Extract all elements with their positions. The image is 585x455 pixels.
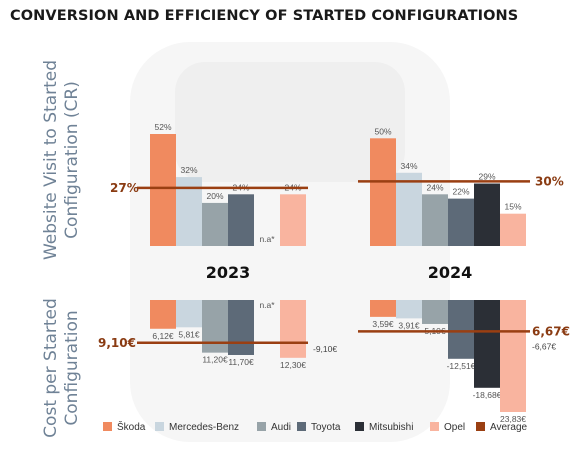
legend-swatch-average [476, 422, 485, 431]
legend-label-opel: Opel [444, 422, 465, 433]
bar-cr-mitsubishi-2024 [474, 183, 500, 246]
legend-label-mitsubishi: Mitsubishi [369, 422, 413, 433]
data-label-cost-toyota-2024: -12,51€ [447, 361, 476, 371]
data-label-cr-mercedes-benz-2023: 32% [180, 165, 197, 175]
data-label-cost-opel-2024: 23,83€ [500, 414, 526, 424]
year-label-2024: 2024 [428, 263, 473, 282]
bar-cost-audi-2024 [422, 300, 448, 324]
bar-cost-mercedes-benz-2023 [176, 300, 202, 328]
bar-cr-audi-2024 [422, 194, 448, 246]
legend-swatch-mercedes-benz [155, 422, 164, 431]
bar-cost-skoda-2023 [150, 300, 176, 329]
bar-cost-opel-2024 [500, 300, 526, 412]
legend-swatch-mitsubishi [355, 422, 364, 431]
bar-cost-opel-2023 [280, 300, 306, 358]
data-label-cost-skoda-2024: 3,59€ [372, 319, 394, 329]
bar-cost-toyota-2024 [448, 300, 474, 359]
data-label-cr-mitsubishi-2023: n.a* [259, 234, 275, 244]
legend-label-skoda: Škoda [117, 420, 146, 433]
legend-swatch-opel [430, 422, 439, 431]
year-label-2023: 2023 [206, 263, 251, 282]
legend-label-audi: Audi [271, 422, 291, 433]
bar-cost-skoda-2024 [370, 300, 396, 317]
bar-cost-toyota-2023 [228, 300, 254, 355]
bar-cost-mitsubishi-2024 [474, 300, 500, 388]
data-label-cost-opel-2023: 12,30€ [280, 360, 306, 370]
average-label-cr-2023: 27% [110, 181, 139, 195]
average-label-cost-2024: 6,67€ [532, 324, 570, 338]
y-axis-label-cost: Cost per StartedConfiguration [41, 298, 82, 438]
legend-label-mercedes-benz: Mercedes-Benz [169, 422, 239, 433]
legend-swatch-toyota [297, 422, 306, 431]
legend-swatch-audi [257, 422, 266, 431]
data-label-cr-audi-2024: 24% [426, 182, 443, 192]
average-label-cost-2023: 9,10€ [98, 336, 136, 350]
data-label-cost-toyota-2023: 11,70€ [228, 357, 254, 367]
chart-title: CONVERSION AND EFFICIENCY OF STARTED CON… [10, 8, 519, 24]
data-label-cost-mitsubishi-2023: n.a* [259, 300, 275, 310]
data-label-cost-mercedes-benz-2023: 5,81€ [178, 329, 200, 339]
data-label-cost-audi-2023: 11,20€ [202, 355, 228, 365]
bar-cr-skoda-2023 [150, 134, 176, 246]
bar-cr-toyota-2024 [448, 198, 474, 246]
bar-cr-skoda-2024 [370, 138, 396, 246]
legend-swatch-skoda [103, 422, 112, 431]
bar-cr-opel-2024 [500, 213, 526, 246]
average-side-label-cost-2024: -6,67€ [532, 341, 556, 351]
y-axis-label-cr: Website Visit to StartedConfiguration (C… [41, 60, 82, 260]
bar-cost-mercedes-benz-2024 [396, 300, 422, 319]
average-label-cr-2024: 30% [535, 174, 564, 188]
legend-label-average: Average [490, 422, 528, 433]
bar-cost-audi-2023 [202, 300, 228, 353]
data-label-cost-mercedes-benz-2024: 3,91€ [398, 320, 420, 330]
data-label-cr-mercedes-benz-2024: 34% [400, 161, 417, 171]
data-label-cr-skoda-2023: 52% [154, 122, 171, 132]
average-side-label-cost-2023: -9,10€ [313, 344, 337, 354]
legend-label-toyota: Toyota [311, 422, 341, 433]
data-label-cr-audi-2023: 20% [206, 191, 223, 201]
bar-cr-audi-2023 [202, 202, 228, 246]
bar-cr-opel-2023 [280, 194, 306, 246]
bar-cr-mercedes-benz-2024 [396, 172, 422, 246]
background-seat-shape [175, 62, 405, 182]
data-label-cost-mitsubishi-2024: -18,68€ [473, 390, 502, 400]
data-label-cost-skoda-2023: 6,12€ [152, 331, 174, 341]
data-label-cr-toyota-2024: 22% [452, 187, 469, 197]
bar-cr-toyota-2023 [228, 194, 254, 246]
data-label-cr-opel-2024: 15% [504, 202, 521, 212]
data-label-cr-mitsubishi-2024: 29% [478, 172, 495, 182]
data-label-cr-skoda-2024: 50% [374, 126, 391, 136]
